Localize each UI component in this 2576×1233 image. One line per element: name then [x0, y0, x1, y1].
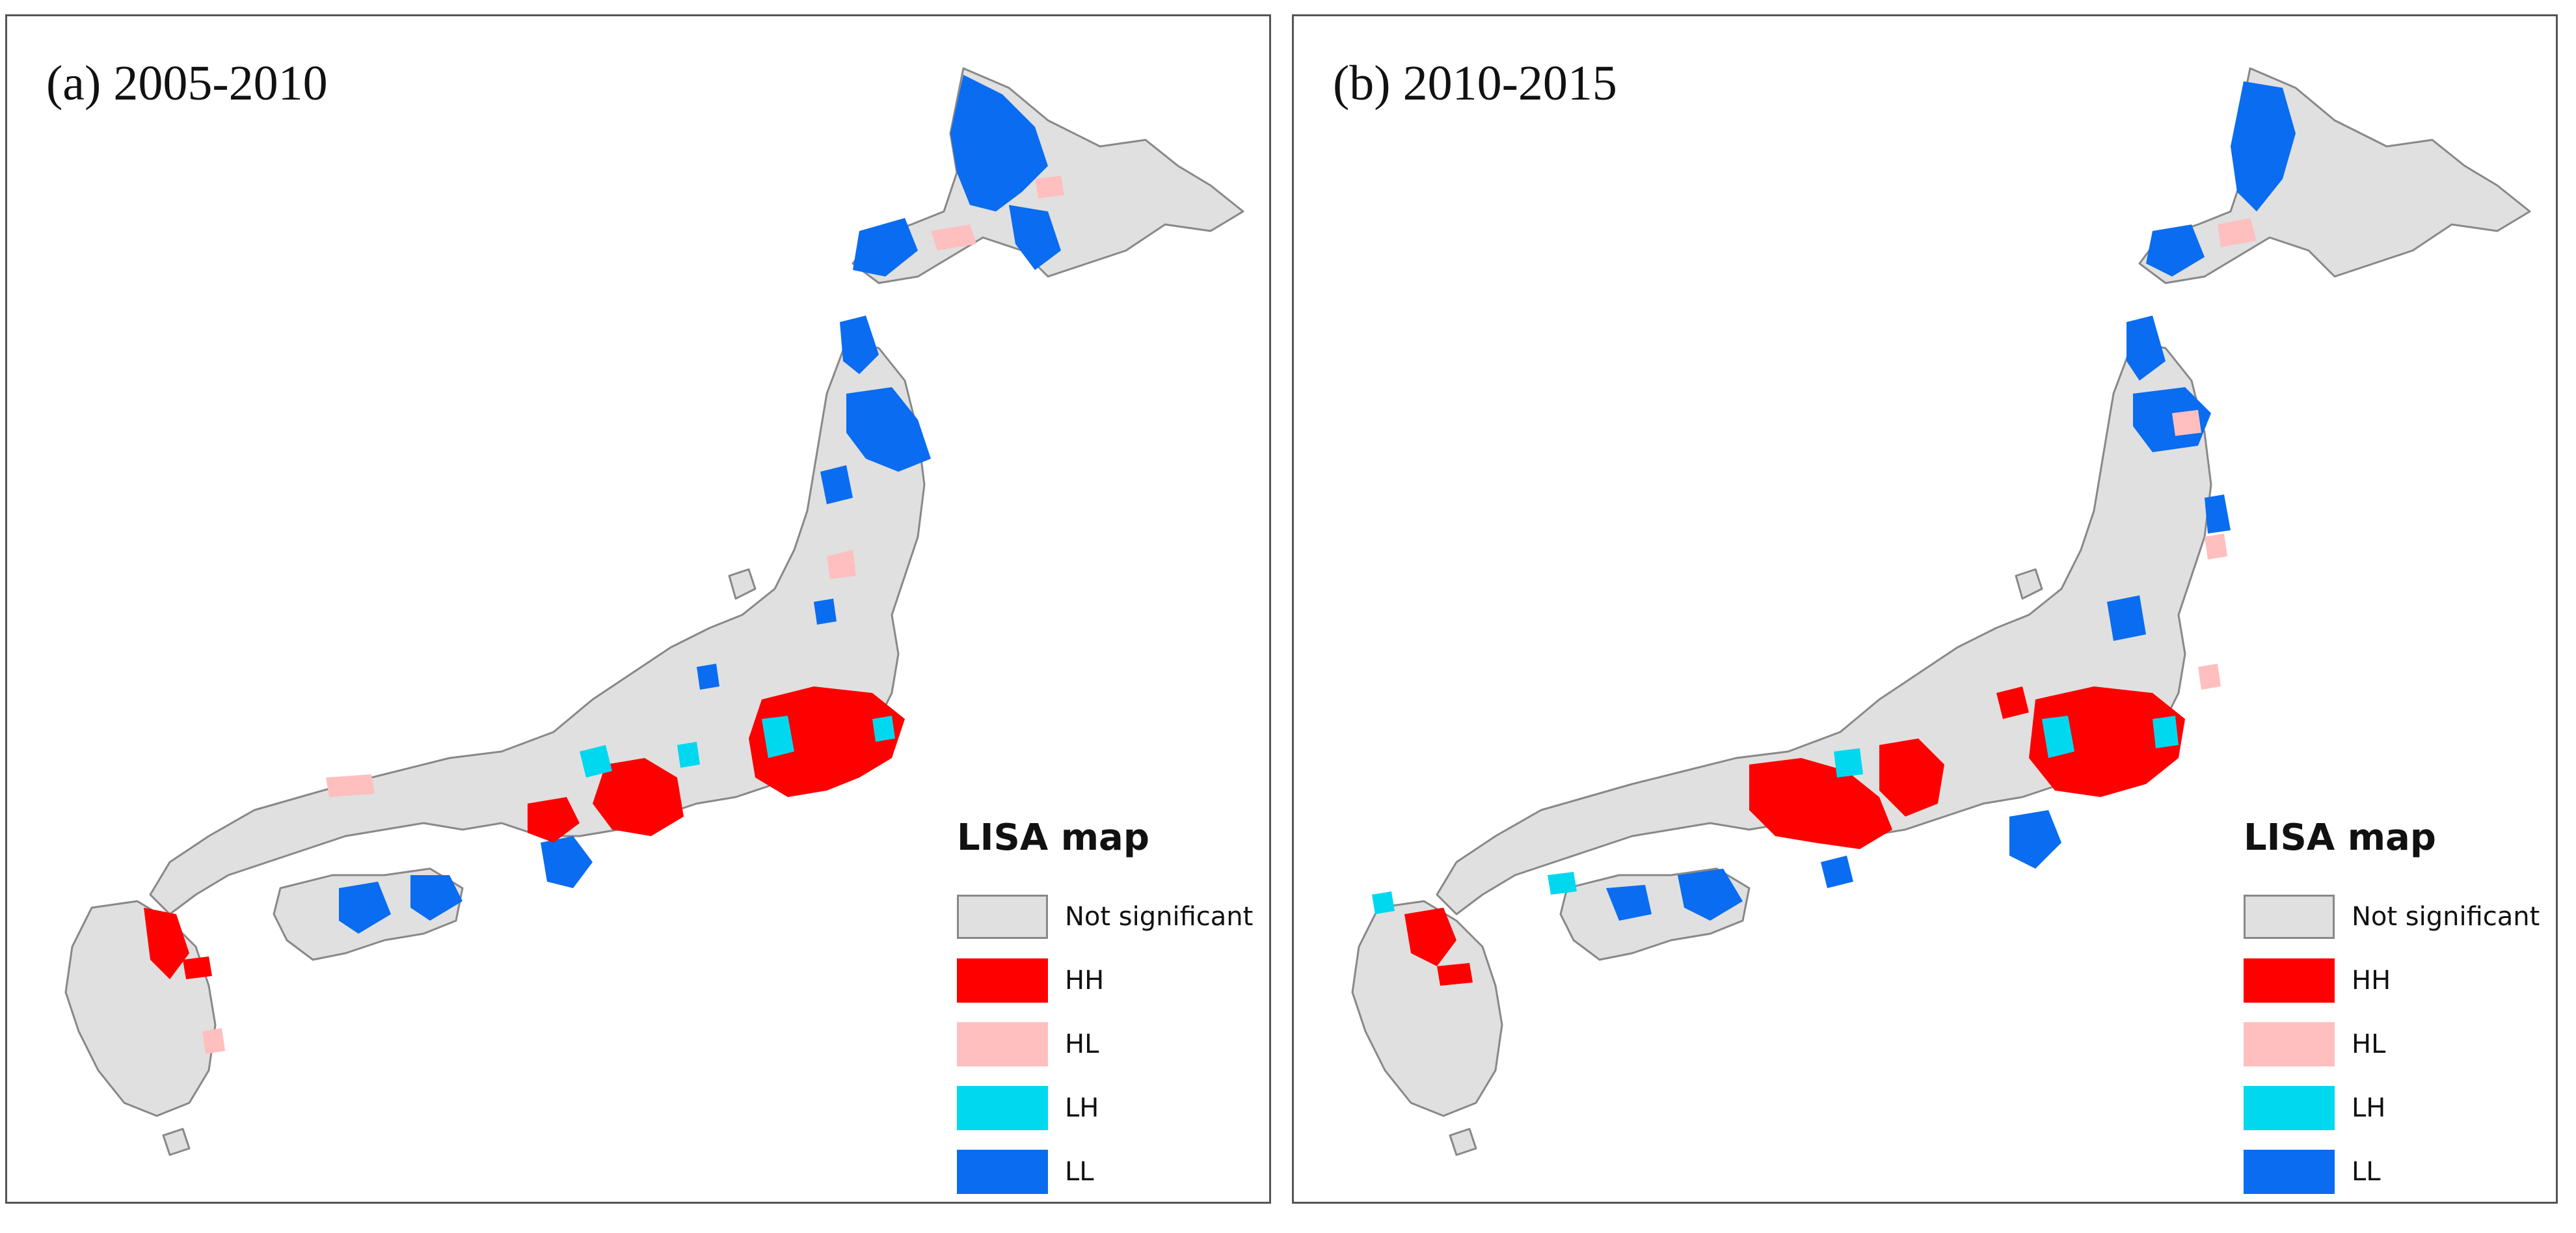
map-panel-a: (a) 2005-2010: [5, 14, 1271, 1204]
legend-label: Not significant: [1065, 902, 1254, 932]
region-sado: [728, 568, 757, 600]
legend-swatch: [957, 895, 1048, 939]
legend-item-ll: LL: [957, 1140, 1256, 1202]
legend-title: LISA map: [957, 817, 1149, 859]
legend-swatch: [957, 1022, 1048, 1066]
legend-label: LH: [1065, 1093, 1099, 1123]
legend-swatch: [957, 958, 1048, 1003]
region-kyushu: [1351, 900, 1503, 1117]
legend-item-ll: LL: [2244, 1140, 2543, 1202]
japan-map: [64, 67, 1244, 1156]
panel-title: (b) 2010-2015: [1333, 56, 1617, 111]
legend-label: HL: [2352, 1029, 2386, 1059]
legend-label: HL: [1065, 1029, 1099, 1059]
legend-label: HH: [2352, 966, 2391, 996]
region-tanegashima: [162, 1128, 191, 1156]
legend-swatch: [957, 1086, 1048, 1130]
lisa-ll-clusters: [1606, 81, 2296, 921]
legend-swatch: [2244, 1150, 2335, 1194]
panel-title: (a) 2005-2010: [46, 56, 328, 111]
legend-swatch: [2244, 958, 2335, 1003]
region-sado: [2015, 568, 2043, 600]
legend: LISA map Not significant HH HL LH LL: [2244, 817, 2543, 1202]
legend-title: LISA map: [2244, 817, 2436, 859]
lisa-hh-clusters: [144, 686, 905, 979]
legend-label: HH: [1065, 966, 1105, 996]
japan-map: [1351, 67, 2531, 1156]
legend-label: LL: [2352, 1157, 2381, 1187]
legend-label: LH: [2352, 1093, 2386, 1123]
legend-item-hl: HL: [2244, 1012, 2543, 1076]
lisa-hh-clusters: [1404, 686, 2185, 986]
map-panel-b: (b) 2010-2015: [1292, 14, 2558, 1204]
region-honshu: [149, 340, 926, 915]
legend-label: Not significant: [2352, 902, 2540, 932]
legend-label: LL: [1065, 1157, 1094, 1187]
legend: LISA map Not significant HH HL LH LL: [957, 817, 1256, 1202]
legend-swatch: [2244, 1022, 2335, 1066]
legend-swatch: [2244, 895, 2335, 939]
lisa-ll-clusters: [339, 75, 1061, 934]
legend-item-hh: HH: [2244, 949, 2543, 1012]
legend-item-not-significant: Not significant: [957, 885, 1256, 949]
legend-item-hh: HH: [957, 949, 1256, 1012]
region-honshu: [1436, 340, 2212, 915]
legend-item-hl: HL: [957, 1012, 1256, 1076]
lisa-hl-clusters: [2172, 218, 2257, 690]
legend-swatch: [2244, 1086, 2335, 1130]
lisa-lh-clusters: [580, 716, 895, 778]
lisa-lh-clusters: [1372, 716, 2179, 914]
legend-item-lh: LH: [957, 1076, 1256, 1140]
region-kyushu: [64, 900, 217, 1117]
legend-swatch: [957, 1150, 1048, 1194]
region-tanegashima: [1449, 1128, 1477, 1156]
legend-item-not-significant: Not significant: [2244, 885, 2543, 949]
lisa-hl-clusters: [202, 176, 1064, 1054]
legend-item-lh: LH: [2244, 1076, 2543, 1140]
